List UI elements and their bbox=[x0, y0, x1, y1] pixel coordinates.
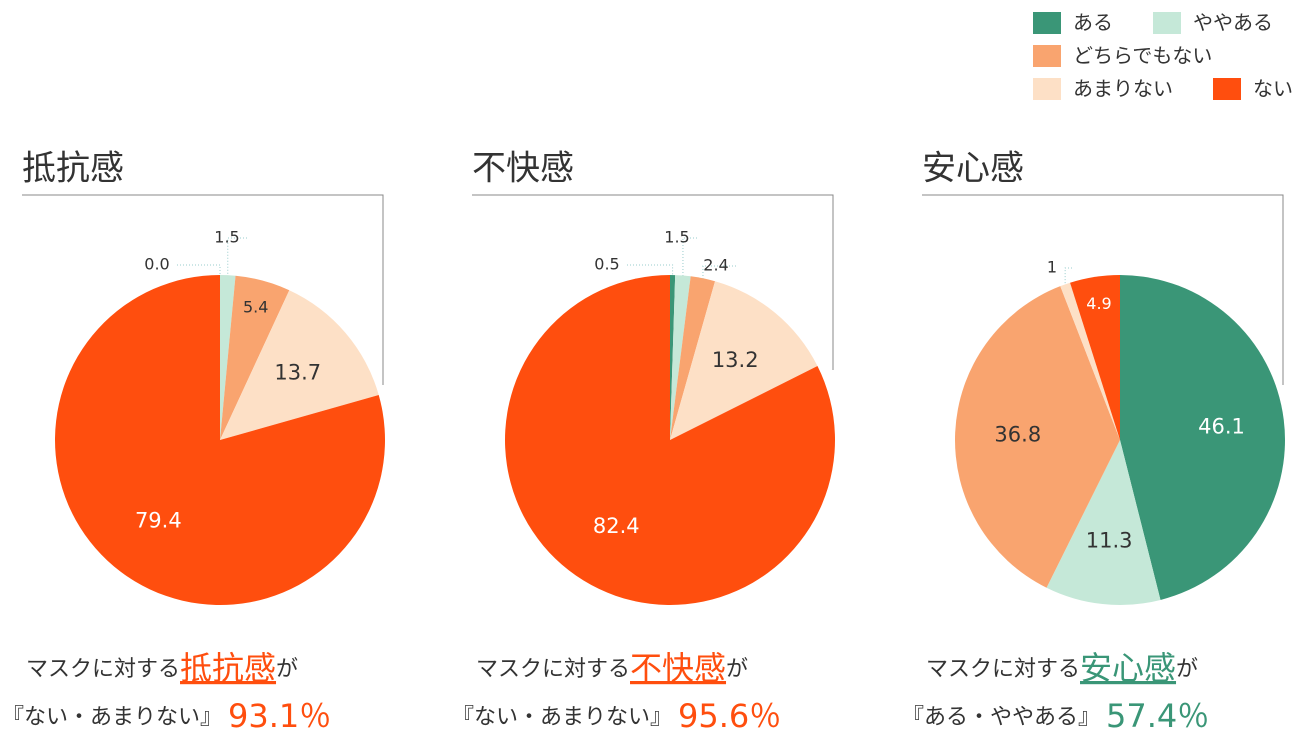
caption-line: マスクに対する抵抗感が bbox=[26, 649, 298, 687]
chart-title: 安心感 bbox=[922, 149, 1024, 189]
value-label: 13.7 bbox=[274, 361, 321, 385]
caption-line: マスクに対する安心感が bbox=[926, 649, 1198, 687]
pie-slice bbox=[54, 275, 385, 605]
legend-label: どちらでもない bbox=[1073, 44, 1212, 68]
value-label: 1.5 bbox=[214, 228, 239, 247]
pie-slice bbox=[954, 286, 1120, 588]
legend-swatch bbox=[1213, 78, 1241, 100]
caption-suffix: が bbox=[276, 657, 298, 682]
value-label: 11.3 bbox=[1086, 529, 1133, 553]
caption-highlight: 不快感 bbox=[630, 649, 726, 687]
legend-swatch bbox=[1033, 12, 1061, 34]
chart-title: 抵抗感 bbox=[22, 149, 124, 189]
value-label: 1.5 bbox=[664, 228, 689, 247]
legend-label: ない bbox=[1253, 77, 1293, 101]
leader-line bbox=[177, 264, 221, 275]
caption-line: 『ない・あまりない』 95.6％ bbox=[452, 697, 781, 735]
leader-line bbox=[1064, 267, 1072, 285]
frame bbox=[472, 194, 834, 370]
caption-line: 『ない・あまりない』 93.1％ bbox=[2, 697, 331, 735]
pie-slice bbox=[670, 281, 818, 440]
caption-line: 『ある・ややある』 57.4％ bbox=[902, 697, 1209, 735]
value-label: 46.1 bbox=[1198, 414, 1245, 438]
caption-line: マスクに対する不快感が bbox=[476, 649, 748, 687]
caption-prefix: マスクに対する bbox=[26, 657, 180, 682]
caption-highlight: 抵抗感 bbox=[180, 649, 276, 687]
caption-range: 『ある・ややある』 bbox=[902, 705, 1100, 730]
caption-range: 『ない・あまりない』 bbox=[452, 705, 672, 730]
frame bbox=[22, 194, 384, 385]
pie-slice bbox=[1046, 440, 1161, 605]
value-label: 0.5 bbox=[594, 255, 619, 274]
pie-slice bbox=[670, 275, 676, 440]
legend-label: ややある bbox=[1193, 11, 1273, 35]
caption-total: 95.6％ bbox=[678, 697, 781, 735]
caption-prefix: マスクに対する bbox=[476, 657, 630, 682]
pie-slice bbox=[1060, 282, 1120, 440]
caption-highlight: 安心感 bbox=[1080, 649, 1176, 687]
leader-line bbox=[682, 237, 697, 276]
pie-slice bbox=[1120, 275, 1286, 600]
value-label: 79.4 bbox=[135, 509, 182, 533]
pie-slice bbox=[220, 275, 236, 440]
value-label: 5.4 bbox=[243, 297, 268, 316]
legend-swatch bbox=[1033, 78, 1061, 100]
caption-prefix: マスクに対する bbox=[926, 657, 1080, 682]
leader-line bbox=[702, 265, 736, 279]
value-label: 4.9 bbox=[1086, 294, 1111, 313]
caption-suffix: が bbox=[726, 657, 748, 682]
value-label: 2.4 bbox=[703, 256, 728, 275]
pie-slice bbox=[220, 290, 379, 440]
value-label: 0.0 bbox=[144, 255, 169, 274]
frame bbox=[922, 194, 1284, 385]
leader-line bbox=[227, 237, 247, 276]
legend-swatch bbox=[1033, 45, 1061, 67]
value-label: 36.8 bbox=[994, 422, 1041, 446]
pie-slice bbox=[670, 276, 716, 440]
legend-swatch bbox=[1153, 12, 1181, 34]
caption-total: 93.1％ bbox=[228, 697, 331, 735]
legend-label: ある bbox=[1073, 11, 1113, 35]
legend-label: あまりない bbox=[1073, 77, 1173, 101]
leader-line bbox=[627, 264, 674, 276]
pie-slice bbox=[504, 275, 835, 605]
pie-slice bbox=[1070, 275, 1120, 440]
pie-slice bbox=[220, 275, 290, 440]
value-label: 82.4 bbox=[593, 514, 640, 538]
chart-title: 不快感 bbox=[472, 149, 574, 189]
caption-total: 57.4％ bbox=[1106, 697, 1209, 735]
value-label: 1 bbox=[1047, 258, 1057, 277]
value-label: 13.2 bbox=[712, 348, 759, 372]
caption-suffix: が bbox=[1176, 657, 1198, 682]
pie-slice bbox=[670, 275, 691, 440]
caption-range: 『ない・あまりない』 bbox=[2, 705, 222, 730]
